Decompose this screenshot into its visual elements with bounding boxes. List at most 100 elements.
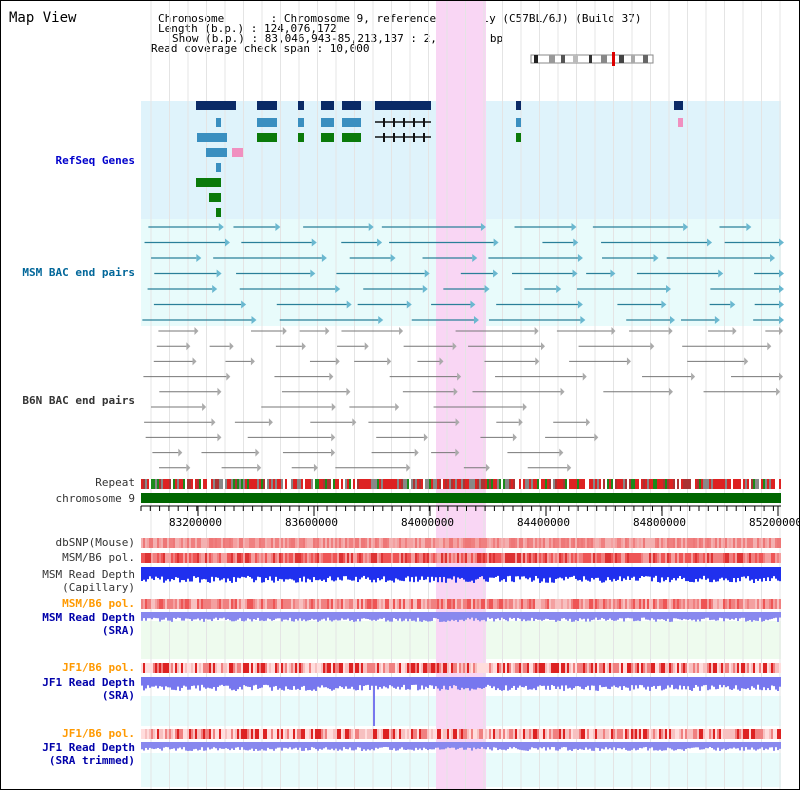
jf1-trim-depth-bar (467, 742, 469, 748)
repeat-block (445, 479, 447, 489)
dbsnp-block (523, 538, 525, 548)
jf1-pol2-block (259, 729, 261, 739)
msm-pol-block (371, 553, 373, 563)
msm-sra-depth-bar (575, 612, 577, 621)
msm-pol2-block (543, 599, 545, 609)
msm-pol2-block (457, 599, 459, 609)
msm-capillary-depth-bar (375, 567, 377, 583)
msm-sra-depth-bar (751, 612, 753, 622)
jf1-sra-depth-bar (707, 677, 709, 691)
jf1-trim-depth-bar (257, 742, 259, 751)
msm-pol2-block (367, 599, 369, 609)
jf1-trim-depth-bar (241, 742, 243, 748)
msm-sra-depth-bar (559, 612, 561, 621)
msm-pol-block (421, 553, 423, 563)
jf1-trim-depth-bar (369, 742, 371, 751)
msm-capillary-depth-bar (277, 567, 279, 581)
jf1-sra-depth-bar (373, 677, 375, 726)
msm-pol-block (665, 553, 667, 563)
jf1-trim-depth-bar (237, 742, 239, 748)
jf1-pol2-block (377, 729, 379, 739)
repeat-block (155, 479, 157, 489)
jf1-trim-depth-bar (425, 742, 427, 749)
jf1-trim-depth-bar (529, 742, 531, 750)
jf1-pol-block (415, 663, 417, 673)
msm-capillary-depth-bar (321, 567, 323, 581)
bac-end-marker (779, 238, 784, 247)
jf1-trim-depth-bar (641, 742, 643, 749)
jf1-sra-depth-bar (513, 677, 515, 686)
msm-capillary-depth-bar (425, 567, 427, 580)
msm-pol-block (449, 553, 451, 563)
msm-pol-block (581, 553, 583, 563)
msm-capillary-depth-bar (775, 567, 777, 579)
repeat-block (699, 479, 701, 489)
msm-capillary-depth-bar (613, 567, 615, 579)
jf1-trim-depth-bar (777, 742, 779, 751)
msm-capillary-depth-bar (201, 567, 203, 580)
msm-sra-depth-bar (595, 612, 597, 618)
jf1-pol-block (487, 663, 489, 673)
dbsnp-block (437, 538, 439, 548)
msm-pol2-block (751, 599, 753, 609)
msm-capillary-depth-bar (271, 567, 273, 581)
jf1-pol-block (271, 663, 273, 673)
dbsnp-block (769, 538, 771, 548)
jf1-pol-block (179, 663, 181, 673)
msm-sra-depth-bar (217, 612, 219, 621)
msm-capillary-depth-bar (297, 567, 299, 583)
jf1-sra-depth-bar (419, 677, 421, 690)
bac-end-marker (522, 403, 527, 411)
msm-pol2-block (475, 599, 477, 609)
msm-pol2-block (537, 599, 539, 609)
msm-capillary-depth-bar (735, 567, 737, 583)
jf1-pol-block (213, 663, 215, 673)
jf1-trim-depth-bar (701, 742, 703, 750)
msm-capillary-depth-bar (301, 567, 303, 582)
msm-pol2-block (433, 599, 435, 609)
dbsnp-block (511, 538, 513, 548)
jf1-pol2-block (357, 729, 359, 739)
jf1-sra-depth-bar (627, 677, 629, 688)
msm-capillary-depth-bar (483, 567, 485, 580)
jf1-sra-depth-bar (505, 677, 507, 686)
bac-end-marker (251, 316, 257, 324)
jf1-pol2-block (469, 729, 471, 739)
jf1-sra-depth-bar (233, 677, 235, 690)
jf1-pol-block (751, 663, 753, 673)
jf1-trim-depth-bar (711, 742, 713, 749)
repeat-block (507, 479, 509, 489)
msm-sra-depth-bar (509, 612, 511, 618)
repeat-block (575, 479, 577, 489)
msm-sra-depth-bar (141, 612, 143, 621)
jf1-sra-depth-bar (545, 677, 547, 690)
msm-pol-block (575, 553, 577, 563)
jf1-sra-depth-bar (575, 677, 577, 687)
msm-sra-depth-bar (397, 612, 399, 621)
jf1-trim-depth-bar (273, 742, 275, 751)
jf1-pol-block (753, 663, 755, 673)
jf1-pol-block (479, 663, 481, 673)
msm-pol-block (623, 553, 625, 563)
dbsnp-block (221, 538, 223, 548)
msm-pol-block (191, 553, 193, 563)
msm-capillary-depth-bar (767, 567, 769, 578)
msm-capillary-depth-bar (571, 567, 573, 577)
msm-sra-depth-bar (349, 612, 351, 621)
jf1-trim-depth-bar (585, 742, 587, 748)
jf1-pol-block (463, 663, 465, 673)
jf1-pol-block (351, 663, 353, 673)
msm-sra-depth-bar (487, 612, 489, 618)
msm-pol-block (225, 553, 227, 563)
dbsnp-block (207, 538, 209, 548)
bac-end-marker (257, 463, 262, 472)
msm-capillary-depth-bar (559, 567, 561, 578)
dbsnp-block (633, 538, 635, 548)
msm-sra-depth-bar (437, 612, 439, 620)
msm-pol-block (253, 553, 255, 563)
axis-tick-label: 85200000 (749, 516, 799, 529)
b6n-bac-track-label: B6N BAC end pairs (22, 394, 135, 407)
msm-pol2-block (679, 599, 681, 609)
msm-pol-block (767, 553, 769, 563)
